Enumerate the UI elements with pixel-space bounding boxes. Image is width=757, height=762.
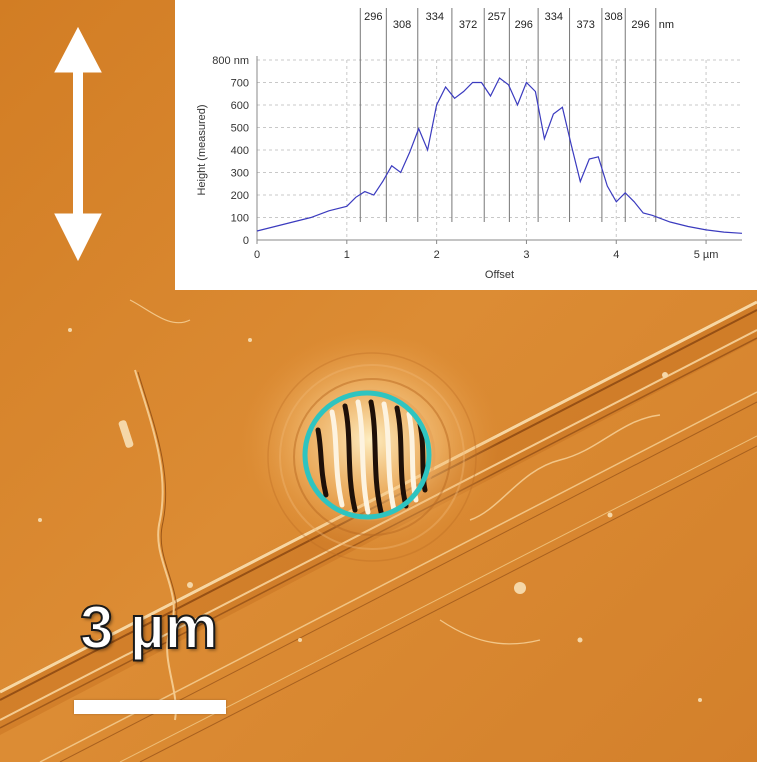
x-axis-label: Offset	[485, 269, 514, 281]
double-arrow-vertical-icon	[54, 26, 102, 262]
surface-trace	[439, 619, 541, 645]
y-tick-label: 300	[231, 168, 249, 180]
measurement-label: 257	[488, 11, 506, 23]
marker-circle	[302, 390, 432, 520]
surface-trace	[137, 371, 178, 633]
chart-axes: 0 100 200 300 400 500 600 700 800 nm 0 1 2 3 4 5 µm	[212, 55, 742, 261]
measurement-label: 308	[604, 11, 622, 23]
surface-trace	[469, 414, 661, 521]
height-profile-line	[256, 77, 743, 234]
measurement-label: 334	[426, 11, 444, 23]
x-tick-label: 1	[344, 249, 350, 261]
x-tick-label: 2	[434, 249, 440, 261]
measurement-label: 296	[631, 19, 649, 31]
scale-bar	[74, 700, 226, 714]
y-tick-label: 100	[231, 213, 249, 225]
measurement-label: 308	[393, 19, 411, 31]
measurement-labels: 296 308 334 372 257 296 334 373 308 296 nm	[364, 11, 674, 31]
surface-trace	[129, 299, 191, 324]
height-profile-panel: 0 100 200 300 400 500 600 700 800 nm 0 1 2 3 4 5 µm 29…	[175, 0, 757, 290]
measurement-label: 296	[364, 11, 382, 23]
y-tick-label: 0	[243, 235, 249, 247]
measurement-unit-label: nm	[659, 19, 674, 31]
debris	[38, 328, 702, 702]
y-axis-label: Height (measured)	[196, 104, 208, 195]
height-profile-chart: 0 100 200 300 400 500 600 700 800 nm 0 1 2 3 4 5 µm 29…	[196, 8, 743, 281]
x-tick-label: 4	[613, 249, 619, 261]
y-tick-label: 600	[231, 100, 249, 112]
y-tick-label: 500	[231, 123, 249, 135]
surface-trace	[134, 369, 177, 721]
x-tick-label: 0	[254, 249, 260, 261]
y-tick-label: 200	[231, 190, 249, 202]
chart-grid	[256, 59, 742, 241]
measurement-label: 296	[515, 19, 533, 31]
y-tick-label: 800 nm	[212, 55, 249, 67]
measurement-markers	[359, 8, 657, 222]
measurement-label: 372	[459, 19, 477, 31]
y-tick-label: 400	[231, 145, 249, 157]
scale-bar-label: 3 µm	[79, 594, 219, 661]
measurement-label: 334	[545, 11, 563, 23]
x-tick-label: 3	[523, 249, 529, 261]
x-tick-label: 5 µm	[694, 249, 719, 261]
y-tick-label: 700	[231, 78, 249, 90]
measurement-label: 373	[577, 19, 595, 31]
